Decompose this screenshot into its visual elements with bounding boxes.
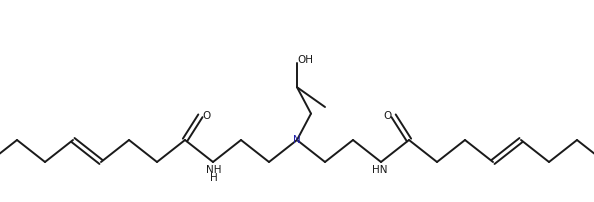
Text: OH: OH (297, 55, 313, 65)
Text: HN: HN (372, 165, 388, 175)
Text: H: H (210, 173, 218, 183)
Text: NH: NH (206, 165, 222, 175)
Text: N: N (293, 135, 301, 145)
Text: O: O (203, 111, 210, 121)
Text: O: O (384, 111, 391, 121)
